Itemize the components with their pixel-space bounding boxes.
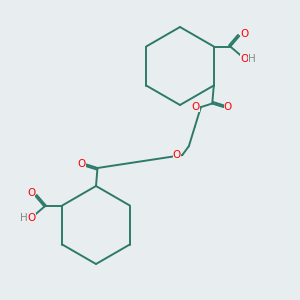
Text: O: O bbox=[241, 28, 249, 39]
Text: H: H bbox=[248, 54, 256, 64]
Text: O: O bbox=[240, 54, 248, 64]
Text: O: O bbox=[173, 150, 181, 160]
Text: O: O bbox=[27, 188, 35, 198]
Text: O: O bbox=[224, 102, 232, 112]
Text: O: O bbox=[78, 159, 86, 170]
Text: O: O bbox=[191, 102, 200, 112]
Text: O: O bbox=[28, 213, 36, 223]
Text: H: H bbox=[20, 213, 28, 223]
